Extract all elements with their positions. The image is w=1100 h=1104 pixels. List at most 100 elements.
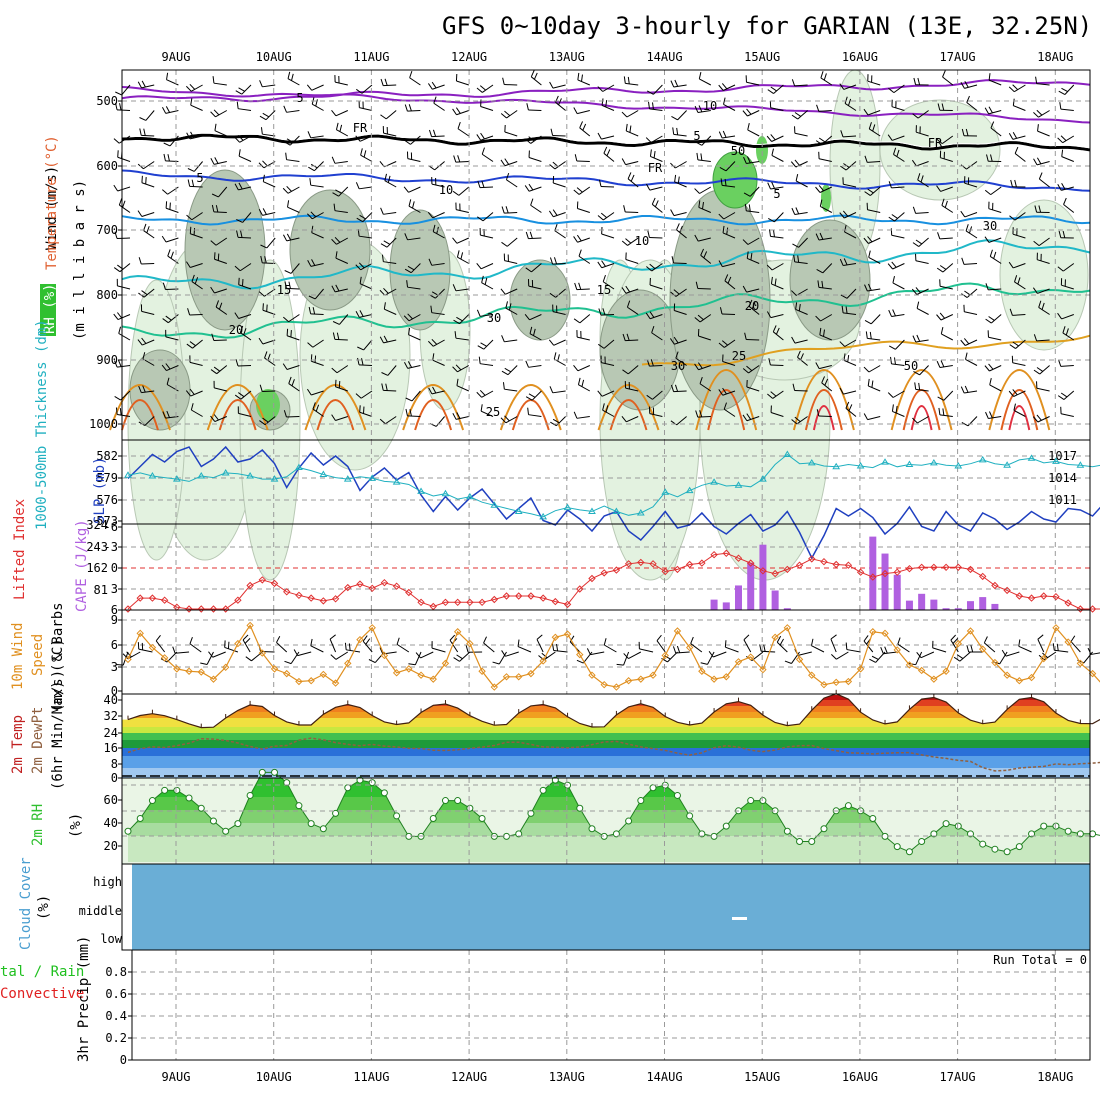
wind-barb: [434, 103, 445, 110]
wind-barb: [481, 404, 482, 411]
wind-barb: [723, 131, 726, 137]
wind-barb: [792, 208, 795, 214]
rh2m-point: [442, 798, 448, 804]
wind-barb: [554, 340, 566, 345]
wind-barb: [508, 366, 517, 375]
wind-barb: [477, 88, 482, 92]
wind-barb: [550, 386, 553, 392]
wind-barb: [239, 156, 251, 161]
wind-barb: [138, 211, 142, 217]
wind-barb: [117, 110, 130, 111]
wind-barb: [1013, 363, 1026, 366]
wind-barb: [577, 188, 582, 192]
wind-barb: [504, 213, 517, 214]
wind-barb: [502, 371, 508, 375]
wind-barb: [191, 105, 203, 110]
rh2m-point: [272, 769, 278, 775]
ytick-label: 32: [104, 709, 118, 723]
wind10-barb: [156, 635, 160, 641]
wind10-barb: [831, 635, 837, 639]
wind-barb: [504, 389, 517, 391]
wind-barb: [916, 261, 929, 264]
wind10-barb: [921, 652, 934, 658]
wind-barb: [770, 236, 783, 238]
wind10-barb: [493, 662, 500, 664]
wind-barb: [477, 134, 481, 140]
wind-barb: [114, 268, 120, 272]
wind-barb: [989, 364, 993, 369]
wind-barb: [695, 189, 700, 194]
rh2m-point: [137, 815, 143, 821]
wind-barb: [748, 130, 759, 136]
wind-barb: [649, 366, 662, 367]
date-label-bottom: 12AUG: [451, 1070, 487, 1084]
wind10-barb: [1000, 652, 1007, 664]
wind-barb: [673, 127, 674, 134]
wind10-barb: [785, 661, 792, 663]
rh2m-point: [1004, 849, 1010, 855]
wind-barb: [578, 385, 589, 391]
wind-barb: [988, 337, 1001, 340]
wind-barb: [961, 294, 967, 298]
rh2m-point: [821, 826, 827, 832]
wind-barb: [990, 250, 992, 257]
wind-barb: [940, 238, 953, 239]
wind-barb: [477, 263, 481, 268]
wind-barb: [432, 136, 445, 137]
wind-barb: [481, 343, 487, 347]
wind-barb: [991, 187, 1002, 195]
upper-temp-label: Temperature (°C): [44, 135, 60, 270]
wind10-barb: [537, 639, 543, 652]
wind-barb: [821, 71, 823, 78]
wind-barb: [285, 271, 291, 274]
wind-barb: [748, 123, 750, 130]
wind-barb: [117, 313, 121, 319]
wind10-barb: [869, 659, 875, 662]
rh2m-point: [626, 818, 632, 824]
wind-barb: [889, 310, 892, 316]
cloud-marker: [732, 917, 747, 920]
wind-barb: [626, 124, 627, 131]
wind-barb: [985, 366, 989, 371]
wind-barb: [162, 190, 167, 195]
cape-bar: [894, 575, 901, 610]
wind10-barb: [459, 652, 469, 661]
wind-barb: [459, 187, 469, 195]
wind10-barb: [954, 657, 960, 661]
ytick-label: 500: [96, 94, 118, 108]
wind-barb: [144, 231, 155, 238]
wind10-barb: [933, 648, 946, 652]
wind-barb: [432, 82, 436, 88]
wind-barb: [989, 412, 992, 418]
wind10-barb: [725, 647, 738, 652]
rh2m-label-a: 2m RH: [30, 804, 46, 846]
wind10-label-b: Speed: [30, 634, 46, 676]
ytick-label: 6: [111, 638, 118, 652]
wind10-barb: [811, 639, 812, 646]
contour-label: 10: [439, 183, 453, 197]
wind-barb: [795, 112, 801, 116]
rh2m-point: [943, 821, 949, 827]
wind-barb: [141, 135, 154, 136]
ytick-label: 0: [111, 771, 118, 785]
wind-barb: [654, 151, 655, 158]
precip-frame: [132, 950, 1090, 1060]
wind10-barb: [953, 638, 958, 643]
wind-barb: [381, 115, 387, 119]
wind-barb: [361, 155, 372, 161]
rh2m-point: [797, 839, 803, 845]
wind-barb: [555, 102, 565, 110]
date-label-top: 11AUG: [353, 50, 389, 64]
wind-barb: [166, 238, 178, 242]
wind-barb: [937, 361, 940, 367]
cloud-level-middle: middle: [79, 904, 122, 918]
wind-barb: [239, 149, 240, 156]
wind-barb: [943, 71, 946, 77]
wind-barb: [816, 187, 820, 192]
date-label-top: 12AUG: [451, 50, 487, 64]
wind10-barb: [156, 641, 164, 652]
precip-grid: [132, 950, 1090, 1060]
wind-barb: [577, 289, 590, 290]
